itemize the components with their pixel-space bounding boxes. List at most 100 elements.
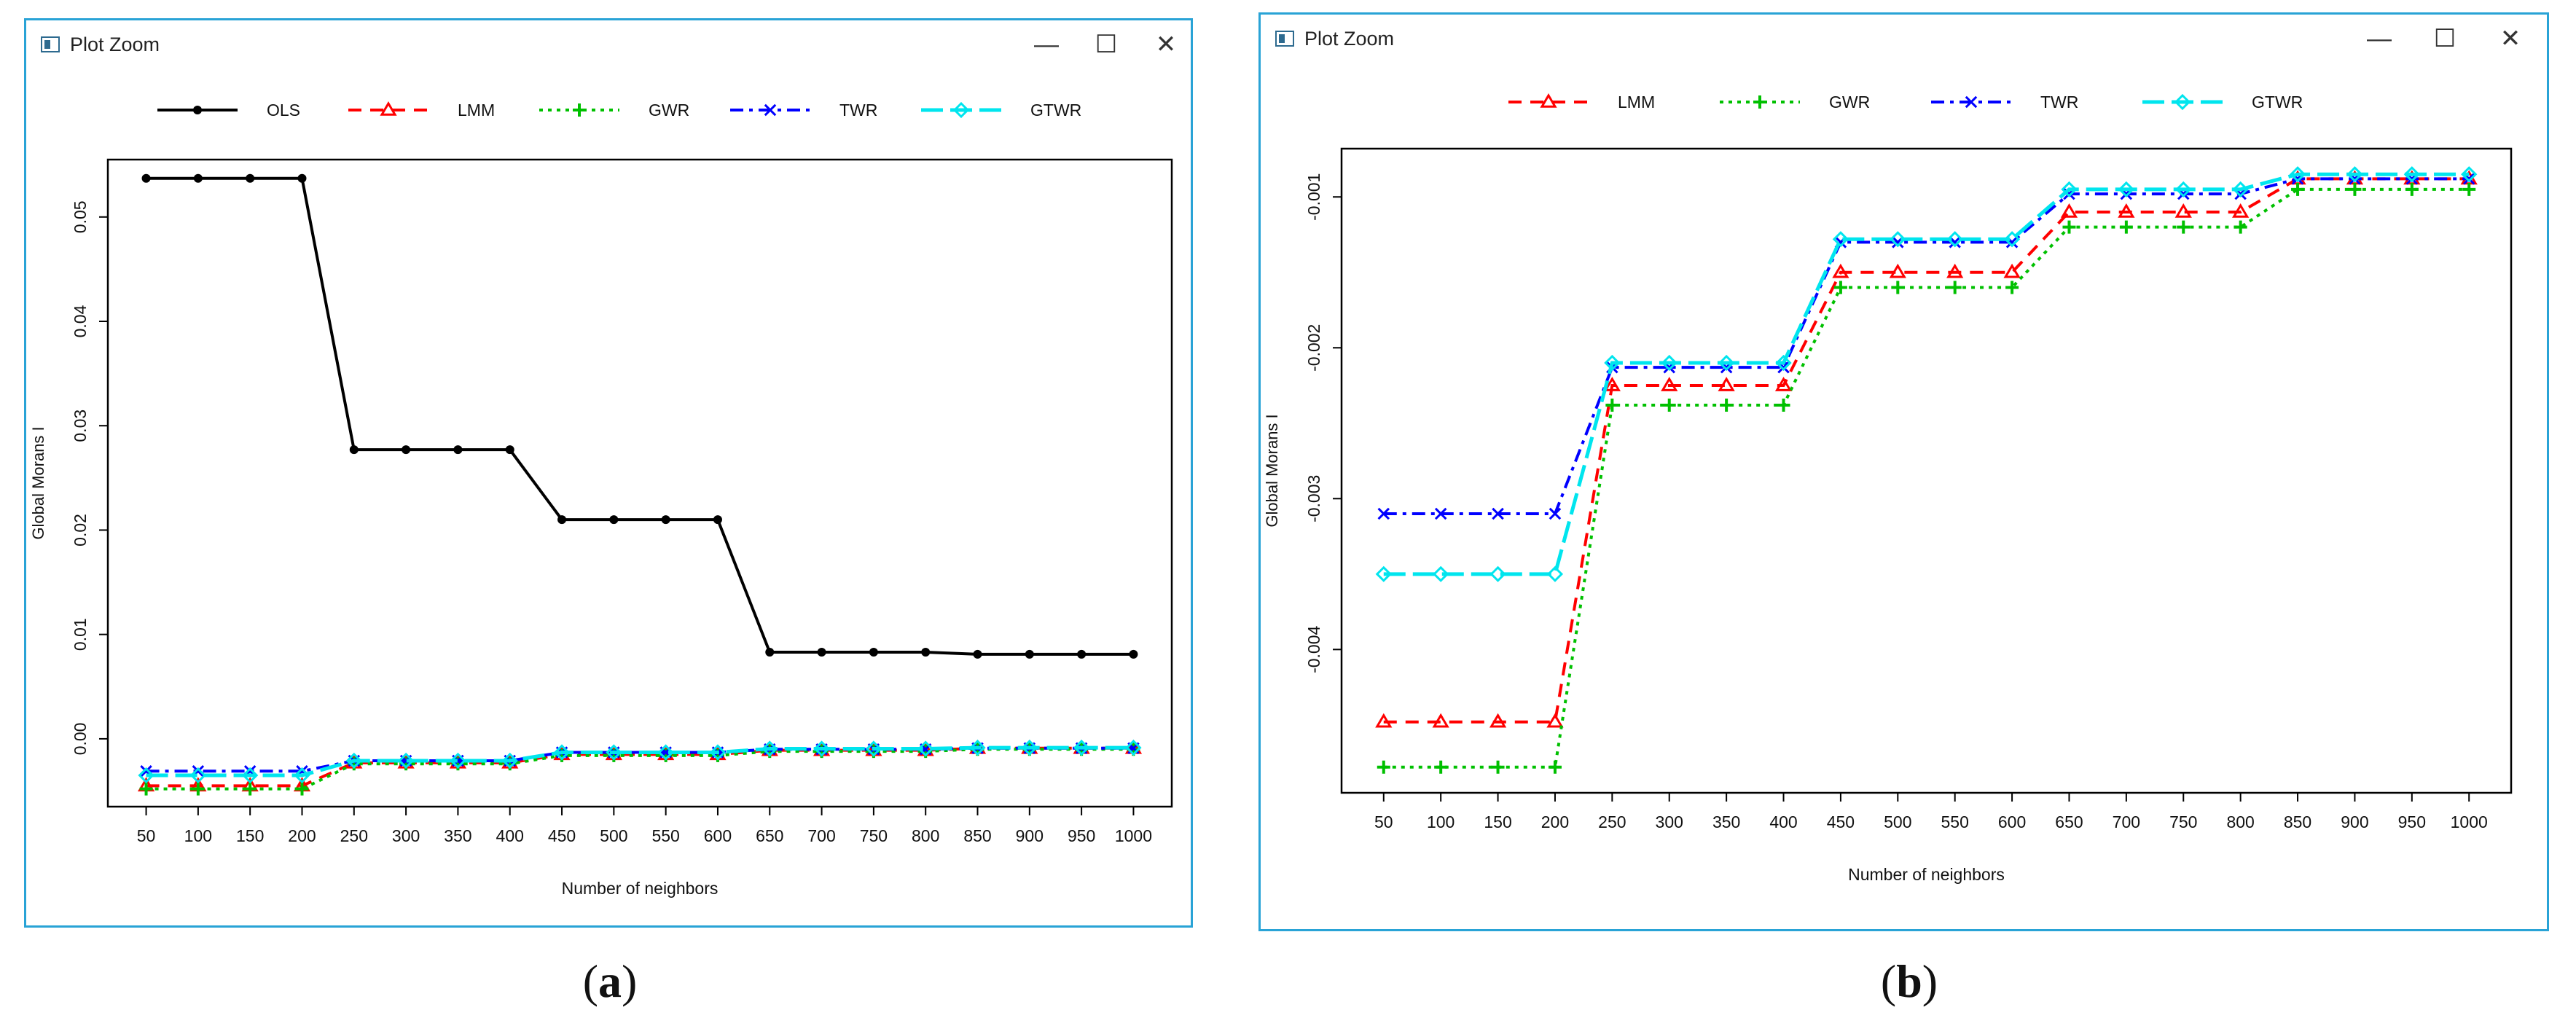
x-axis-label: Number of neighbors (1848, 865, 2005, 884)
data-point-lmm (1489, 713, 1507, 728)
legend-marker (952, 101, 970, 119)
data-point-ols (817, 648, 826, 657)
data-point-gwr (1605, 398, 1619, 412)
x-tick-label: 250 (1598, 812, 1626, 831)
data-point-gwr (191, 782, 205, 796)
x-tick-label: 550 (1941, 812, 1969, 831)
series-gtwr (1375, 166, 2478, 582)
y-tick-label: 0.03 (71, 410, 90, 442)
y-tick-label: -0.001 (1304, 173, 1323, 221)
x-tick-label: 200 (288, 826, 316, 845)
data-point-gtwr (762, 740, 778, 757)
series-line-gwr (146, 748, 1134, 791)
caption-a: (a) (537, 955, 683, 1008)
legend-marker (1540, 93, 1557, 108)
data-point-gwr (2405, 182, 2419, 196)
plot-frame (106, 158, 1173, 808)
title-bar[interactable]: Plot Zoom — ☐ ✕ (26, 20, 1191, 79)
y-tick-label: 0.05 (71, 200, 90, 233)
legend-marker (1965, 95, 1978, 109)
data-point-ols (1129, 649, 1138, 659)
data-point-gtwr (2118, 181, 2134, 198)
caption-a-close: ) (622, 955, 638, 1007)
data-point-gwr (1720, 398, 1734, 412)
data-point-gwr (1833, 281, 1847, 294)
data-point-twr (1492, 507, 1504, 520)
data-point-ols (765, 648, 775, 657)
data-point-gwr (2348, 182, 2362, 196)
x-tick-label: 750 (860, 826, 888, 845)
x-tick-label: 900 (1016, 826, 1044, 845)
data-point-gwr (1548, 760, 1562, 774)
x-tick-label: 850 (963, 826, 991, 845)
x-tick-label: 600 (704, 826, 732, 845)
y-tick-label: 0.04 (71, 305, 90, 337)
data-point-gtwr (501, 752, 518, 769)
data-point-gwr (295, 782, 309, 796)
x-tick-label: 450 (1827, 812, 1855, 831)
legend: OLS LMM GWR TWR GTWR (157, 101, 1081, 120)
series-line-gtwr (146, 745, 1134, 778)
caption-b-close: ) (1922, 955, 1938, 1007)
data-point-gwr (243, 782, 257, 796)
legend-marker (573, 103, 586, 117)
data-point-gtwr (2232, 181, 2249, 198)
x-tick-label: 500 (600, 826, 627, 845)
data-point-gtwr (657, 744, 674, 761)
data-point-gwr (1491, 760, 1505, 774)
minimize-button[interactable]: — (2367, 25, 2392, 52)
data-point-ols (921, 648, 931, 657)
data-point-twr (1377, 507, 1390, 520)
maximize-button[interactable]: ☐ (1095, 31, 1118, 58)
x-tick-label: 350 (444, 826, 471, 845)
plot-zoom-window-b: Plot Zoom — ☐ ✕ 50 100 150 200 250 300 350 400 4… (1258, 12, 2549, 931)
window-title: Plot Zoom (70, 34, 160, 55)
close-button[interactable]: ✕ (2499, 25, 2521, 52)
data-point-gtwr (2175, 181, 2192, 198)
x-tick-label: 800 (2226, 812, 2254, 831)
caption-b: (b) (1836, 955, 1982, 1008)
data-point-gwr (1891, 281, 1905, 294)
x-tick-label: 100 (184, 826, 212, 845)
data-point-gwr (2119, 220, 2133, 234)
legend-label: GTWR (1030, 101, 1081, 120)
data-point-gtwr (969, 739, 986, 756)
data-point-lmm (1603, 377, 1621, 391)
legend-item-gtwr: GTWR (921, 101, 1081, 120)
data-point-ols (246, 173, 255, 183)
data-point-twr (1549, 507, 1562, 520)
data-point-lmm (2003, 263, 2021, 278)
data-point-ols (1077, 649, 1087, 659)
data-point-ols (141, 173, 151, 183)
data-point-lmm (2118, 203, 2135, 218)
window-title: Plot Zoom (1304, 28, 1395, 50)
data-point-gtwr (1375, 565, 1392, 582)
x-tick-label: 1000 (2451, 812, 2488, 831)
data-point-gwr (2005, 281, 2019, 294)
data-point-gtwr (294, 767, 310, 784)
caption-a-open: ( (582, 955, 598, 1007)
data-point-gwr (1434, 760, 1448, 774)
legend-item-lmm: LMM (1508, 93, 1655, 111)
data-point-gtwr (709, 744, 727, 761)
data-point-twr (1434, 507, 1447, 520)
chart-b: 50 100 150 200 250 300 350 400 450 500 550 600 650 70… (1263, 93, 2513, 884)
close-button[interactable]: ✕ (1155, 31, 1177, 58)
legend-marker (193, 106, 202, 114)
legend-item-gwr: GWR (1720, 93, 1870, 111)
y-axis-label: Global Morans I (1263, 414, 1281, 527)
series-line-gtwr (1383, 172, 2470, 576)
x-tick-label: 450 (548, 826, 576, 845)
series-line-twr (1383, 177, 2470, 516)
data-point-ols (453, 445, 463, 455)
y-tick-label: 0.02 (71, 514, 90, 547)
data-point-gtwr (1832, 231, 1849, 248)
x-tick-label: 1000 (1115, 826, 1152, 845)
maximize-button[interactable]: ☐ (2433, 25, 2456, 52)
data-point-gtwr (1946, 231, 1963, 248)
minimize-button[interactable]: — (1034, 31, 1059, 58)
data-point-ols (349, 445, 359, 455)
data-point-lmm (1432, 713, 1449, 728)
app-icon (1275, 31, 1294, 47)
title-bar[interactable]: Plot Zoom — ☐ ✕ (1261, 15, 2547, 73)
